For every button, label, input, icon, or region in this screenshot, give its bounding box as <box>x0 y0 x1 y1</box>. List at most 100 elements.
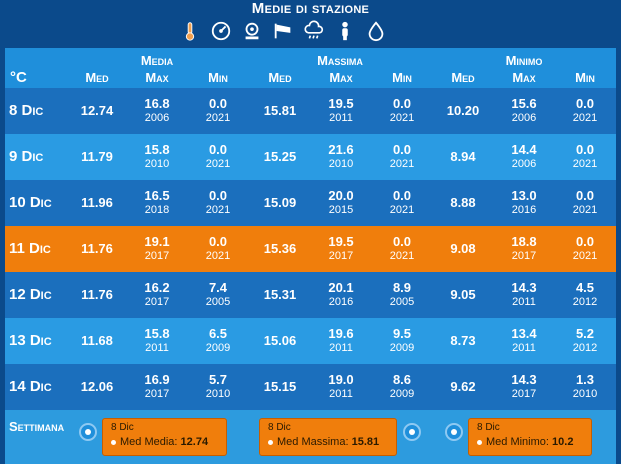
cell-value: 11.96 <box>81 195 113 210</box>
cell-value: 13.0 <box>511 188 537 203</box>
cell-massima-min: 0.0 2021 <box>372 180 432 226</box>
cell-media-med: 11.76 <box>67 226 127 272</box>
cell-media-min: 0.0 2021 <box>188 180 248 226</box>
cell-minimo-med: 8.94 <box>433 134 493 180</box>
cell-media-med: 12.06 <box>67 364 127 410</box>
cell-value: 15.81 <box>263 103 297 118</box>
cell-year: 2017 <box>511 250 537 262</box>
cell-year: 2021 <box>389 112 415 124</box>
cell-year: 2011 <box>329 112 353 124</box>
cell-year: 2009 <box>389 388 415 400</box>
cell-year: 2012 <box>572 342 598 354</box>
cell-value: 0.0 <box>208 96 228 111</box>
cell-year: 2011 <box>329 342 353 354</box>
cell-massima-med: 15.09 <box>250 180 310 226</box>
cell-massima-max: 20.0 2015 <box>311 180 371 226</box>
wind-speed-icon[interactable] <box>240 19 263 43</box>
cell-value: 7.4 <box>208 280 228 295</box>
unit-label: °C <box>10 69 27 86</box>
cell-media-med: 11.79 <box>67 134 127 180</box>
cell-media-med: 11.68 <box>67 318 127 364</box>
cell-minimo-med: 9.08 <box>433 226 493 272</box>
cell-value: 8.6 <box>392 372 412 387</box>
cell-value: 19.1 <box>144 234 170 249</box>
cell-year: 2021 <box>205 250 231 262</box>
cell-value: 0.0 <box>575 188 595 203</box>
cell-media-min: 6.5 2009 <box>188 318 248 364</box>
row-date: 8 Dic <box>9 102 44 119</box>
cell-value: 5.7 <box>208 372 228 387</box>
series-dot <box>268 439 273 445</box>
cell-media-med: 11.96 <box>67 180 127 226</box>
tooltip-label: Med Media: <box>120 436 181 448</box>
row-date: 11 Dic <box>9 240 51 257</box>
cell-value: 19.5 <box>328 96 354 111</box>
cell-value: 16.5 <box>144 188 170 203</box>
series-dot <box>111 439 116 445</box>
header: Medie di stazione <box>0 0 621 48</box>
cell-value: 15.8 <box>144 326 170 341</box>
subheader-massima-med: Med <box>268 70 292 85</box>
cell-massima-max: 19.5 2017 <box>311 226 371 272</box>
cell-minimo-min: 0.0 2021 <box>555 180 615 226</box>
water-drop-icon[interactable] <box>364 19 387 43</box>
cell-value: 0.0 <box>208 142 228 157</box>
cell-year: 2018 <box>144 204 170 216</box>
windsock-icon[interactable] <box>271 19 294 43</box>
cell-massima-min: 0.0 2021 <box>372 134 432 180</box>
cell-value: 21.6 <box>328 142 354 157</box>
cell-minimo-min: 1.3 2010 <box>555 364 615 410</box>
table-row: 13 Dic 11.68 15.8 2011 6.5 2009 15.06 19.6 2011 9… <box>5 318 616 364</box>
table-row: 9 Dic 11.79 15.8 2010 0.0 2021 15.25 21.6 2010 0.… <box>5 134 616 180</box>
cell-year: 2021 <box>572 250 598 262</box>
cell-year: 2012 <box>572 296 598 308</box>
thermometer-icon[interactable] <box>178 19 201 43</box>
cell-value: 19.0 <box>328 372 354 387</box>
week-label: Settimana <box>9 419 65 434</box>
cell-massima-med: 15.06 <box>250 318 310 364</box>
cell-year: 2021 <box>389 204 415 216</box>
table-row: 12 Dic 11.76 16.2 2017 7.4 2005 15.31 20.1 2016 8… <box>5 272 616 318</box>
cell-massima-min: 0.0 2021 <box>372 88 432 134</box>
chart-marker-minimo[interactable] <box>445 423 463 441</box>
cell-media-max: 19.1 2017 <box>127 226 187 272</box>
pressure-gauge-icon[interactable] <box>209 19 232 43</box>
person-icon[interactable] <box>333 19 356 43</box>
cell-media-med: 12.74 <box>67 88 127 134</box>
row-date: 14 Dic <box>9 378 52 395</box>
cell-value: 15.8 <box>144 142 170 157</box>
cell-value: 8.94 <box>450 149 476 164</box>
cell-value: 9.62 <box>450 379 476 394</box>
cell-year: 2021 <box>389 158 415 170</box>
rain-cloud-icon[interactable] <box>302 19 325 43</box>
cell-value: 11.76 <box>81 287 113 302</box>
cell-value: 15.36 <box>263 241 297 256</box>
cell-value: 9.5 <box>392 326 412 341</box>
cell-massima-min: 0.0 2021 <box>372 226 432 272</box>
cell-year: 2010 <box>205 388 231 400</box>
cell-value: 0.0 <box>392 96 412 111</box>
cell-year: 2017 <box>144 296 170 308</box>
cell-value: 0.0 <box>575 142 595 157</box>
cell-media-max: 16.2 2017 <box>127 272 187 318</box>
subheader-minimo-min: Min <box>575 70 595 85</box>
table-row: 14 Dic 12.06 16.9 2017 5.7 2010 15.15 19.0 2011 8… <box>5 364 616 410</box>
cell-minimo-min: 5.2 2012 <box>555 318 615 364</box>
cell-year: 2011 <box>329 388 353 400</box>
tooltip-label: Med Minimo: <box>486 436 553 448</box>
cell-year: 2017 <box>511 388 537 400</box>
station-averages-table: °C Media Massima Minimo Med Max Min Med … <box>5 48 616 464</box>
cell-massima-med: 15.25 <box>250 134 310 180</box>
chart-marker-media[interactable] <box>79 423 97 441</box>
cell-value: 19.5 <box>328 234 354 249</box>
cell-value: 0.0 <box>208 234 228 249</box>
cell-value: 10.20 <box>446 103 480 118</box>
cell-minimo-med: 9.05 <box>433 272 493 318</box>
cell-value: 12.74 <box>80 103 114 118</box>
cell-media-max: 16.5 2018 <box>127 180 187 226</box>
chart-marker-massima[interactable] <box>403 423 421 441</box>
cell-year: 2021 <box>389 250 415 262</box>
cell-value: 5.2 <box>575 326 595 341</box>
cell-value: 6.5 <box>208 326 228 341</box>
cell-value: 8.73 <box>450 333 476 348</box>
